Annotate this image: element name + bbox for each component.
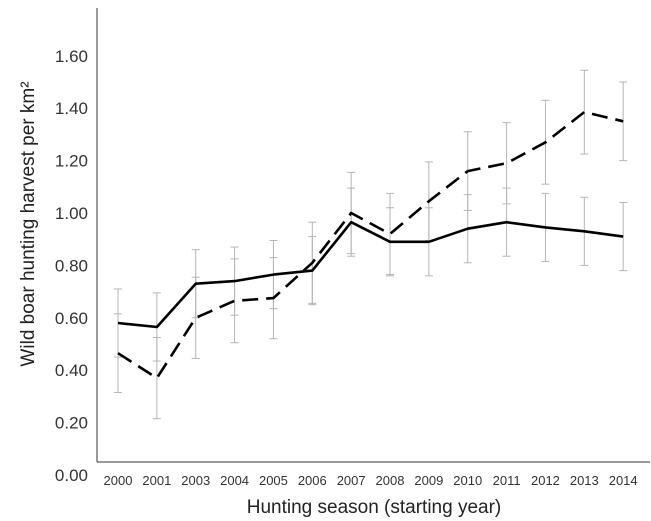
series-line-solid xyxy=(117,220,624,329)
x-tick-label: 2011 xyxy=(493,473,521,488)
x-tick-label: 2001 xyxy=(142,473,171,488)
y-axis-title: Wild boar hunting harvest per km² xyxy=(18,81,39,366)
error-bar xyxy=(230,258,239,344)
x-tick-label: 2014 xyxy=(609,473,638,488)
x-tick-label: 2000 xyxy=(104,473,133,488)
series-line-dashed xyxy=(117,110,624,380)
error-bar xyxy=(191,276,200,359)
y-tick-labels: 0.00 0.20 0.40 0.60 0.80 1.00 1.20 1.40 1.60 xyxy=(55,47,88,485)
x-tick-label: 2010 xyxy=(453,473,482,488)
y-tick-label: 1.40 xyxy=(55,99,88,118)
x-tick-label: 2007 xyxy=(337,473,366,488)
x-tick-label: 2008 xyxy=(376,473,405,488)
y-tick-label: 0.60 xyxy=(55,309,88,328)
error-bar xyxy=(386,192,395,276)
y-tick-label: 0.00 xyxy=(55,466,88,485)
error-bar xyxy=(152,336,161,420)
x-tick-label: 2009 xyxy=(414,473,443,488)
x-tick-label: 2004 xyxy=(220,473,249,488)
error-bar xyxy=(502,122,511,205)
x-tick-label: 2006 xyxy=(298,473,327,488)
x-tick-labels: 2000 2001 2003 2004 2005 2006 2007 2008 2009 2010… xyxy=(104,473,638,488)
y-tick-label: 0.80 xyxy=(55,256,88,275)
y-tick-label: 1.00 xyxy=(55,204,88,223)
x-axis-title: Hunting season (starting year) xyxy=(247,497,502,518)
error-bars xyxy=(114,69,628,420)
error-bar xyxy=(114,313,122,393)
y-tick-label: 0.20 xyxy=(55,414,88,433)
series-lines xyxy=(117,110,624,380)
y-tick-label: 1.60 xyxy=(55,47,88,66)
x-tick-label: 2005 xyxy=(259,473,288,488)
y-tick-label: 1.20 xyxy=(55,152,88,171)
x-tick-label: 2013 xyxy=(570,473,599,488)
error-bar xyxy=(580,69,589,155)
x-tick-label: 2003 xyxy=(181,473,210,488)
y-tick-label: 0.40 xyxy=(55,361,88,380)
x-tick-label: 2012 xyxy=(531,473,560,488)
